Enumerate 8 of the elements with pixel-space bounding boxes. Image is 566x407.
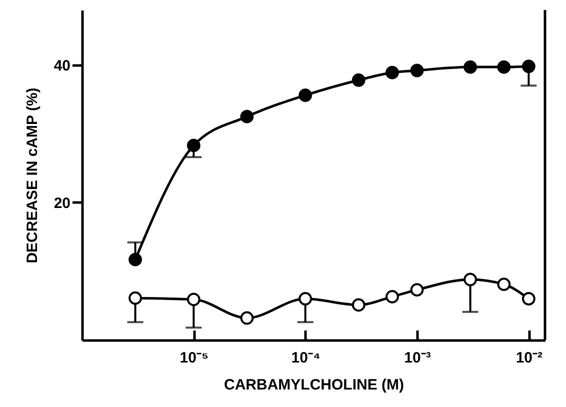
x-tick-label: 10⁻² <box>516 350 543 366</box>
y-axis-title: DECREASE IN cAMP (%) <box>24 88 41 264</box>
x-tick-label: 10⁻³ <box>404 350 431 366</box>
y-tick-label: 40 <box>54 58 70 74</box>
y-tick-label: 20 <box>54 195 70 212</box>
x-tick-label: 10⁻⁴ <box>291 350 320 366</box>
x-axis-title: CARBAMYLCHOLINE (M) <box>224 376 404 394</box>
x-tick-label: 10⁻⁵ <box>180 350 209 366</box>
